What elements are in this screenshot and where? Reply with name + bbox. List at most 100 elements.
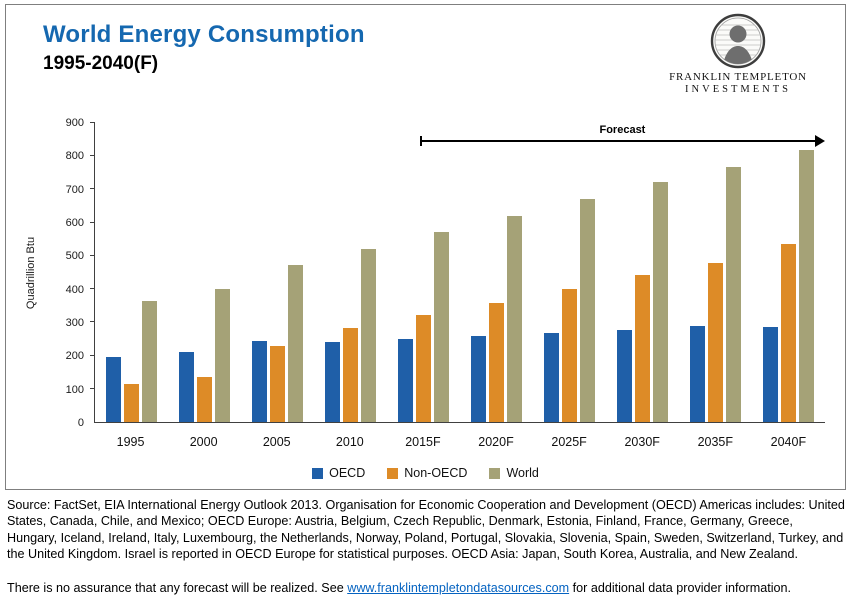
- forecast-arrowhead-icon: [815, 135, 825, 147]
- forecast-arrow-line: [419, 140, 817, 142]
- bar-non-oecd-2020f: [489, 302, 504, 422]
- legend-label: OECD: [329, 466, 366, 480]
- y-tick-label: 200: [65, 350, 84, 363]
- bar-non-oecd-2000: [197, 377, 212, 422]
- data-sources-link[interactable]: www.franklintempletondatasources.com: [347, 581, 570, 595]
- y-tick-label: 600: [65, 217, 84, 229]
- bar-world-2005: [288, 265, 303, 422]
- y-tick-mark: [90, 254, 95, 256]
- y-tick-mark: [90, 387, 95, 389]
- legend-label: World: [506, 466, 539, 480]
- x-tick-label: 2035F: [697, 435, 734, 449]
- x-tick-label: 2005: [262, 435, 291, 449]
- forecast-annotation-label: Forecast: [599, 124, 646, 136]
- bar-group-2040f: [752, 123, 825, 422]
- bar-group-2025f: [533, 123, 606, 422]
- x-tick-label: 2025F: [551, 435, 587, 449]
- bar-group-2030f: [606, 123, 679, 422]
- bar-world-1995: [142, 300, 157, 422]
- ben-franklin-coin-icon: [710, 13, 766, 69]
- bar-world-2015f: [434, 231, 449, 422]
- bar-oecd-2000: [179, 351, 194, 422]
- bar-group-2020f: [460, 123, 533, 422]
- logo-text-line1: FRANKLIN TEMPLETON: [669, 71, 807, 83]
- bar-non-oecd-2030f: [635, 274, 650, 422]
- bar-world-2000: [215, 289, 230, 422]
- x-tick-label: 2030F: [624, 435, 660, 449]
- disclaimer-prefix: There is no assurance that any forecast …: [7, 581, 348, 595]
- bar-oecd-2020f: [471, 335, 486, 422]
- bar-group-1995: [95, 123, 168, 422]
- bar-chart: Quadrillion Btu 0 100 200 300 400 500 600 700 80…: [25, 109, 831, 457]
- x-tick-label: 2010: [335, 435, 364, 449]
- y-tick-label: 500: [65, 250, 84, 263]
- bar-group-2015f: [387, 123, 460, 422]
- legend-item-oecd: OECD: [312, 466, 365, 480]
- bar-world-2010: [361, 248, 376, 422]
- bar-non-oecd-2005: [270, 346, 285, 422]
- bar-group-2010: [314, 123, 387, 422]
- disclaimer-note: There is no assurance that any forecast …: [7, 581, 845, 595]
- y-tick-label: 400: [65, 283, 84, 296]
- slide-frame: World Energy Consumption 1995-2040(F): [5, 4, 846, 490]
- x-tick-label: 2000: [189, 435, 218, 449]
- y-tick-mark: [90, 122, 95, 123]
- bar-oecd-2010: [325, 342, 340, 422]
- legend-label: Non-OECD: [404, 466, 468, 480]
- bar-world-2020f: [507, 216, 522, 422]
- bar-world-2030f: [653, 182, 668, 422]
- x-tick-label: 2020F: [478, 435, 514, 449]
- bar-non-oecd-2025f: [562, 289, 577, 422]
- x-axis-labels: 1995 2000 2005 2010 2015F 2020F 2025F 2030F 2035…: [94, 427, 825, 457]
- bar-non-oecd-2040f: [781, 244, 796, 422]
- source-note: Source: FactSet, EIA International Energ…: [7, 498, 845, 562]
- bar-world-2025f: [580, 199, 595, 422]
- page-subtitle: 1995-2040(F): [43, 53, 159, 74]
- bar-groups: [95, 123, 825, 422]
- y-tick-mark: [90, 188, 95, 190]
- legend-item-world: World: [489, 466, 539, 480]
- bar-non-oecd-2015f: [416, 315, 431, 422]
- y-tick-mark: [90, 155, 95, 157]
- x-tick-label: 1995: [116, 435, 145, 449]
- bar-oecd-2015f: [398, 338, 413, 422]
- legend: OECD Non-OECD World: [6, 466, 845, 480]
- logo-text-line2: INVESTMENTS: [685, 84, 791, 95]
- y-tick-label: 300: [65, 317, 84, 329]
- bar-world-2035f: [726, 166, 741, 422]
- y-tick-mark: [90, 354, 95, 356]
- x-tick-label: 2015F: [405, 435, 441, 449]
- y-tick-mark: [90, 221, 95, 223]
- disclaimer-suffix: for additional data provider information…: [569, 581, 792, 595]
- franklin-templeton-logo: FRANKLIN TEMPLETON INVESTMENTS: [663, 13, 813, 95]
- chart-header: World Energy Consumption 1995-2040(F): [43, 21, 365, 75]
- x-tick-label: 2040F: [770, 435, 807, 449]
- y-tick-mark: [90, 321, 95, 323]
- bar-oecd-2040f: [763, 327, 778, 422]
- legend-swatch-icon: [387, 467, 399, 479]
- bar-oecd-1995: [106, 357, 121, 422]
- y-tick-label: 100: [65, 383, 84, 396]
- bar-group-2000: [168, 123, 241, 422]
- legend-item-non-oecd: Non-OECD: [387, 466, 467, 480]
- y-tick-mark: [90, 288, 95, 290]
- bar-oecd-2030f: [617, 329, 632, 422]
- y-tick-label: 0: [77, 417, 84, 429]
- y-tick-label: 700: [65, 183, 84, 196]
- y-tick-label: 900: [65, 117, 84, 129]
- y-tick-label: 800: [65, 150, 84, 163]
- bar-oecd-2025f: [544, 332, 559, 422]
- bar-non-oecd-2010: [343, 327, 358, 422]
- y-axis-labels: 0 100 200 300 400 500 600 700 800 900: [26, 117, 84, 429]
- plot-area: Forecast: [90, 122, 825, 423]
- bar-non-oecd-2035f: [708, 262, 723, 422]
- legend-swatch-icon: [489, 467, 501, 479]
- bar-oecd-2035f: [690, 326, 705, 422]
- page-title: World Energy Consumption: [43, 21, 365, 48]
- bar-non-oecd-1995: [124, 383, 139, 422]
- bar-world-2040f: [799, 149, 814, 422]
- bar-oecd-2005: [252, 340, 267, 422]
- bar-group-2005: [241, 123, 314, 422]
- bar-group-2035f: [679, 123, 752, 422]
- legend-swatch-icon: [312, 467, 324, 479]
